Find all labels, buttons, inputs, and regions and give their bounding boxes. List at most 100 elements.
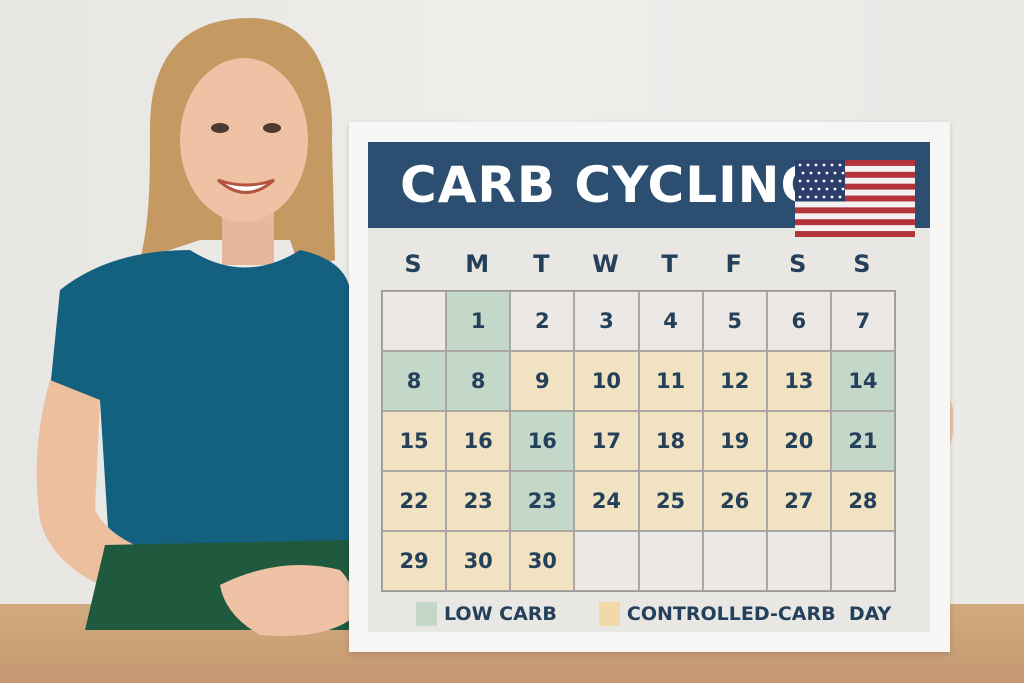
flag-star [806,163,810,167]
calendar-grid: 1 2 3 4 5 6 7 8 8 9 10 11 12 13 14 15 16 16 17 18 19 20 21 22 23… [381,290,896,592]
flag-star [841,171,845,175]
calendar-day-cell: 16 [446,411,511,471]
day-of-week-label: S [404,250,422,278]
calendar-day-cell: 10 [574,351,639,411]
calendar-day-cell: 25 [638,471,703,531]
flag-star [822,163,826,167]
flag-star [806,179,810,183]
flag-star [822,195,826,199]
calendar-day-cell: 7 [830,291,895,351]
calendar-day-cell: 28 [830,471,895,531]
flag-star [809,171,813,175]
flag-star [809,187,813,191]
flag-stripe [795,219,915,226]
flag-stripe [795,183,915,190]
flag-star [833,187,837,191]
calendar-day-cell: 3 [574,291,639,351]
flag-star [825,171,829,175]
calendar-day-cell: 22 [382,471,447,531]
flag-star [838,163,842,167]
calendar-day-cell: 19 [702,411,767,471]
flag-star [801,171,805,175]
calendar-day-cell: 30 [510,531,575,591]
calendar-day-cell [702,531,767,591]
calendar-day-cell: 15 [382,411,447,471]
flag-stripe [795,177,915,184]
flag-star [830,179,834,183]
flag-star [814,179,818,183]
calendar-day-cell: 13 [766,351,831,411]
legend-swatch-controlled-carb [598,602,620,626]
calendar-day-cell: 23 [446,471,511,531]
legend-swatch-low-carb [416,602,437,626]
calendar-day-cell: 4 [638,291,703,351]
flag-stripe [795,207,915,214]
calendar-day-cell: 6 [766,291,831,351]
calendar-day-cell [830,531,895,591]
flag-star [814,195,818,199]
calendar-day-cell: 12 [702,351,767,411]
day-of-week-label: S [789,250,807,278]
flag-canton [795,160,845,202]
calendar-day-cell: 8 [382,351,447,411]
flag-stripe [795,213,915,220]
flag-star [838,179,842,183]
flag-star [817,171,821,175]
flag-star [798,195,802,199]
legend: LOW CARB CONTROLLED-CARB DAY [416,602,891,626]
calendar-day-cell: 17 [574,411,639,471]
flag-stripe [795,231,915,237]
calendar-day-cell [638,531,703,591]
calendar-day-cell [766,531,831,591]
legend-label-controlled-carb: CONTROLLED-CARB DAY [626,603,892,625]
calendar-day-cell: 21 [830,411,895,471]
calendar-day-cell: 20 [766,411,831,471]
flag-stripe [795,201,915,208]
flag-star [830,195,834,199]
calendar-day-cell: 2 [510,291,575,351]
flag-star [798,179,802,183]
flag-stripe [795,195,915,202]
day-of-week-label: F [725,250,742,278]
flag-stripe [795,171,915,179]
flag-stripe [795,189,915,196]
day-of-week-label: T [661,250,678,278]
legend-label-low-carb: LOW CARB [444,603,557,625]
calendar-day-cell: 14 [830,351,895,411]
calendar-day-cell: 30 [446,531,511,591]
flag-star [801,187,805,191]
flag-stripe [795,165,915,173]
flag-stripe [795,225,915,232]
flag-star [825,187,829,191]
calendar-day-cell: 8 [446,351,511,411]
calendar-day-cell: 26 [702,471,767,531]
calendar-day-cell [574,531,639,591]
day-of-week-label: M [465,250,490,278]
flag-star [814,163,818,167]
calendar-day-cell: 11 [638,351,703,411]
flag-star [822,179,826,183]
calendar-day-cell: 9 [510,351,575,411]
day-of-week-label: S [853,250,871,278]
flag-star [817,187,821,191]
flag-stripe [795,160,915,167]
calendar-day-cell: 24 [574,471,639,531]
flag-star [798,163,802,167]
flag-star [841,187,845,191]
flag-star [830,163,834,167]
calendar-day-cell: 23 [510,471,575,531]
calendar-day-cell: 27 [766,471,831,531]
calendar-day-cell: 16 [510,411,575,471]
us-flag-icon [795,160,915,237]
calendar-day-cell [382,291,447,351]
calendar-day-cell: 1 [446,291,511,351]
day-of-week-label: T [533,250,550,278]
flag-star [833,171,837,175]
calendar-day-cell: 5 [702,291,767,351]
poster-title: CARB CYCLING [400,156,823,214]
day-of-week-label: W [592,250,619,278]
